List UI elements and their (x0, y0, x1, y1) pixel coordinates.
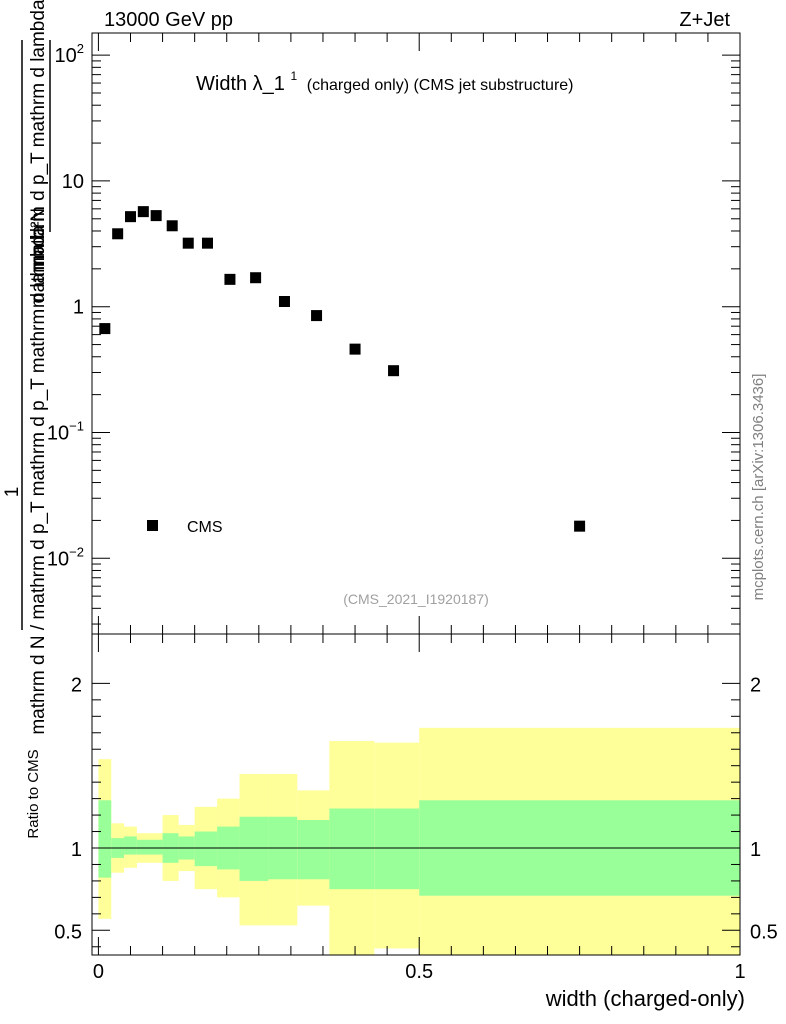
legend-marker (147, 520, 158, 531)
x-tick-label: 1 (734, 961, 745, 983)
data-point (224, 273, 236, 285)
main-y-axis-label: mathrm d²N mathrm d p_T mathrm d lambda … (2, 0, 51, 735)
inner-band (136, 839, 163, 855)
tick-label-exponent: 2 (77, 41, 84, 56)
legend-label: CMS (187, 519, 223, 536)
tick-label-exponent: −2 (69, 544, 84, 559)
title-rest: (charged only) (CMS jet substructure) (307, 77, 574, 94)
tick-label-base: 10 (47, 422, 69, 444)
main-y-tick-label: 10 (62, 171, 84, 193)
ratio-ticks: 0.5 0.51 12 20 0.5 1 (54, 634, 778, 983)
main-frame (91, 32, 741, 635)
data-point (388, 365, 400, 377)
watermark: mcplots.cern.ch [arXiv:1306.3436] (750, 374, 767, 601)
data-point (349, 343, 361, 355)
y-label-numerator: mathrm d²N (28, 208, 49, 308)
ratio-frame (91, 633, 741, 956)
data-point (250, 272, 262, 284)
data-point (278, 296, 290, 308)
inner-band (239, 816, 269, 881)
data-point (182, 237, 194, 249)
data-point (112, 228, 124, 240)
ratio-y-tick-label-right: 0.5 (750, 921, 778, 943)
main-y-tick-label: 10−1 (47, 418, 84, 444)
inner-band (124, 836, 137, 855)
process-label: Z+Jet (679, 9, 730, 31)
ratio-y-tick-label: 0.5 (54, 921, 82, 943)
data-point (99, 323, 111, 335)
inner-band (374, 808, 420, 890)
main-panel: Width λ_1 1 (charged only) (CMS jet subs… (47, 32, 741, 635)
main-y-tick-label: 1 (73, 297, 84, 319)
cms-data-points (99, 206, 586, 532)
inner-band (297, 820, 330, 880)
data-point (201, 237, 213, 249)
main-y-tick-label: 102 (55, 41, 84, 67)
data-point (574, 520, 586, 532)
tick-label-base: 10 (55, 45, 77, 67)
data-point (166, 220, 178, 232)
plot-title: Width λ_1 1 (charged only) (CMS jet subs… (196, 63, 574, 95)
inner-band (98, 800, 112, 878)
ratio-y-tick-label: 1 (71, 839, 82, 861)
tick-label-exponent: −1 (69, 418, 84, 433)
y-label-denominator: mathrm d N / mathrm d p_T mathrm d p_T m… (28, 225, 49, 735)
data-point (150, 210, 162, 222)
analysis-label: (CMS_2021_I1920187) (343, 591, 489, 607)
inner-band (194, 831, 218, 867)
title-main: Width λ_1 (196, 73, 285, 95)
ratio-y-tick-label-right: 1 (750, 839, 761, 861)
inner-band (329, 808, 375, 890)
title-superscript: 1 (291, 69, 298, 83)
ratio-y-label: Ratio to CMS (25, 749, 42, 838)
data-point (311, 310, 323, 322)
energy-label: 13000 GeV pp (104, 9, 233, 31)
ratio-uncertainty-bands (98, 727, 740, 955)
ratio-panel: 0.5 0.51 12 20 0.5 1 Ratio to CMS width (char… (25, 633, 778, 1011)
x-tick-label: 0.5 (405, 961, 433, 983)
x-tick-label: 0 (93, 961, 104, 983)
ratio-y-tick-label: 2 (71, 674, 82, 696)
data-point (137, 206, 149, 218)
data-point (124, 211, 136, 223)
tick-label-base: 10 (47, 548, 69, 570)
x-axis-label: width (charged-only) (545, 986, 745, 1011)
ratio-y-tick-label-right: 2 (750, 674, 761, 696)
y-label-frac-numerator: mathrm d p_T mathrm d lambda (28, 0, 49, 271)
y-label-one: 1 (2, 487, 23, 498)
main-y-tick-label: 10−2 (47, 544, 84, 570)
